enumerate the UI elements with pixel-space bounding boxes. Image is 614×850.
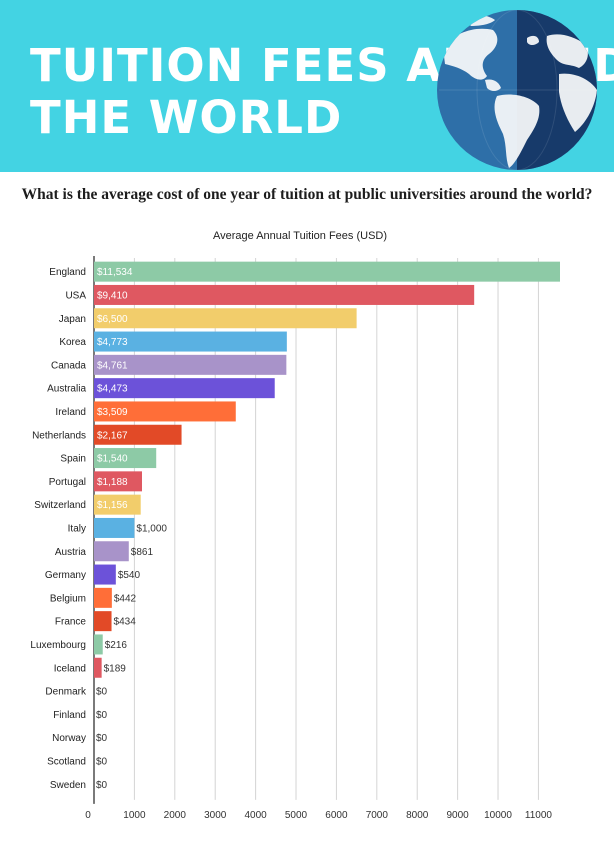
data-label: $0 xyxy=(96,687,108,698)
bar-portugal xyxy=(94,471,142,492)
category-label: Belgium xyxy=(50,593,86,604)
x-tick-label: 2000 xyxy=(164,810,187,821)
category-label: France xyxy=(55,617,87,628)
x-tick-label: 11000 xyxy=(525,810,553,821)
category-label: Spain xyxy=(60,454,86,465)
data-label: $3,509 xyxy=(97,407,128,418)
bar-spain xyxy=(94,448,157,469)
data-label: $11,534 xyxy=(97,267,133,278)
bar-netherlands xyxy=(94,424,182,445)
bar-italy xyxy=(94,517,135,538)
data-label: $0 xyxy=(96,733,108,744)
x-tick-label: 5000 xyxy=(285,810,308,821)
category-label: Germany xyxy=(45,570,86,581)
bar-germany xyxy=(94,564,116,585)
data-label: $4,773 xyxy=(97,337,128,348)
category-label: USA xyxy=(65,290,86,301)
bar-austria xyxy=(94,541,129,562)
data-label: $1,000 xyxy=(136,523,167,534)
x-tick-label: 4000 xyxy=(244,810,267,821)
category-label: Austria xyxy=(55,547,87,558)
header-banner: TUITION FEES AROUND THE WORLD xyxy=(0,0,614,172)
category-label: Denmark xyxy=(45,687,87,698)
data-label: $189 xyxy=(104,663,127,674)
chart-category-labels: England USA Japan Korea Canada Australia Irela… xyxy=(30,267,87,791)
data-label: $9,410 xyxy=(97,290,128,301)
category-label: Japan xyxy=(59,314,86,325)
data-label: $6,500 xyxy=(97,314,128,325)
bar-france xyxy=(94,611,112,632)
data-label: $216 xyxy=(105,640,128,651)
bar-luxembourg xyxy=(94,634,103,655)
data-label: $4,473 xyxy=(97,384,128,395)
globe-icon xyxy=(437,10,597,170)
category-label: Sweden xyxy=(50,780,86,791)
x-tick-label: 1000 xyxy=(123,810,146,821)
bar-korea xyxy=(94,331,287,352)
bar-switzerland xyxy=(94,494,141,515)
data-label: $1,156 xyxy=(97,500,128,511)
chart-title: Average Annual Tuition Fees (USD) xyxy=(213,230,387,242)
chart-data-labels: $11,534 $9,410 $6,500 $4,773 $4,761 $4,473 $3,… xyxy=(96,267,167,791)
data-label: $861 xyxy=(131,547,154,558)
category-label: Finland xyxy=(53,710,86,721)
bar-ireland xyxy=(94,401,236,422)
category-label: Ireland xyxy=(55,407,86,418)
category-label: Portugal xyxy=(49,477,86,488)
x-tick-label: 0 xyxy=(85,810,91,821)
category-label: Australia xyxy=(47,384,86,395)
chart-x-axis: 0 1000 2000 3000 4000 5000 6000 7000 8000 9000 100… xyxy=(85,810,552,821)
bar-iceland xyxy=(94,657,102,678)
data-label: $1,188 xyxy=(97,477,128,488)
bar-england xyxy=(94,261,560,282)
x-tick-label: 8000 xyxy=(406,810,429,821)
x-tick-label: 7000 xyxy=(366,810,389,821)
category-label: Luxembourg xyxy=(30,640,86,651)
bar-australia xyxy=(94,378,275,399)
category-label: Italy xyxy=(68,523,86,534)
category-label: Canada xyxy=(51,360,86,371)
category-label: England xyxy=(49,267,86,278)
data-label: $2,167 xyxy=(97,430,128,441)
data-label: $4,761 xyxy=(97,360,128,371)
category-label: Korea xyxy=(59,337,86,348)
subtitle-question: What is the average cost of one year of … xyxy=(21,186,593,203)
data-label: $0 xyxy=(96,756,108,767)
x-tick-label: 3000 xyxy=(204,810,227,821)
data-label: $540 xyxy=(118,570,141,581)
category-label: Netherlands xyxy=(32,430,86,441)
data-label: $0 xyxy=(96,780,108,791)
data-label: $1,540 xyxy=(97,454,128,465)
category-label: Switzerland xyxy=(34,500,86,511)
data-label: $434 xyxy=(114,617,137,628)
x-tick-label: 9000 xyxy=(446,810,469,821)
category-label: Norway xyxy=(52,733,86,744)
bar-belgium xyxy=(94,587,112,608)
chart-bars xyxy=(94,261,560,678)
category-label: Scotland xyxy=(47,756,86,767)
bar-japan xyxy=(94,308,357,329)
data-label: $0 xyxy=(96,710,108,721)
x-tick-label: 10000 xyxy=(484,810,512,821)
bar-canada xyxy=(94,354,287,375)
title-line-2: THE WORLD xyxy=(30,91,343,144)
x-tick-label: 6000 xyxy=(325,810,348,821)
category-label: Iceland xyxy=(54,663,86,674)
tuition-bar-chart: Average Annual Tuition Fees (USD) Englan… xyxy=(30,230,560,821)
bar-usa xyxy=(94,284,475,305)
data-label: $442 xyxy=(114,593,137,604)
